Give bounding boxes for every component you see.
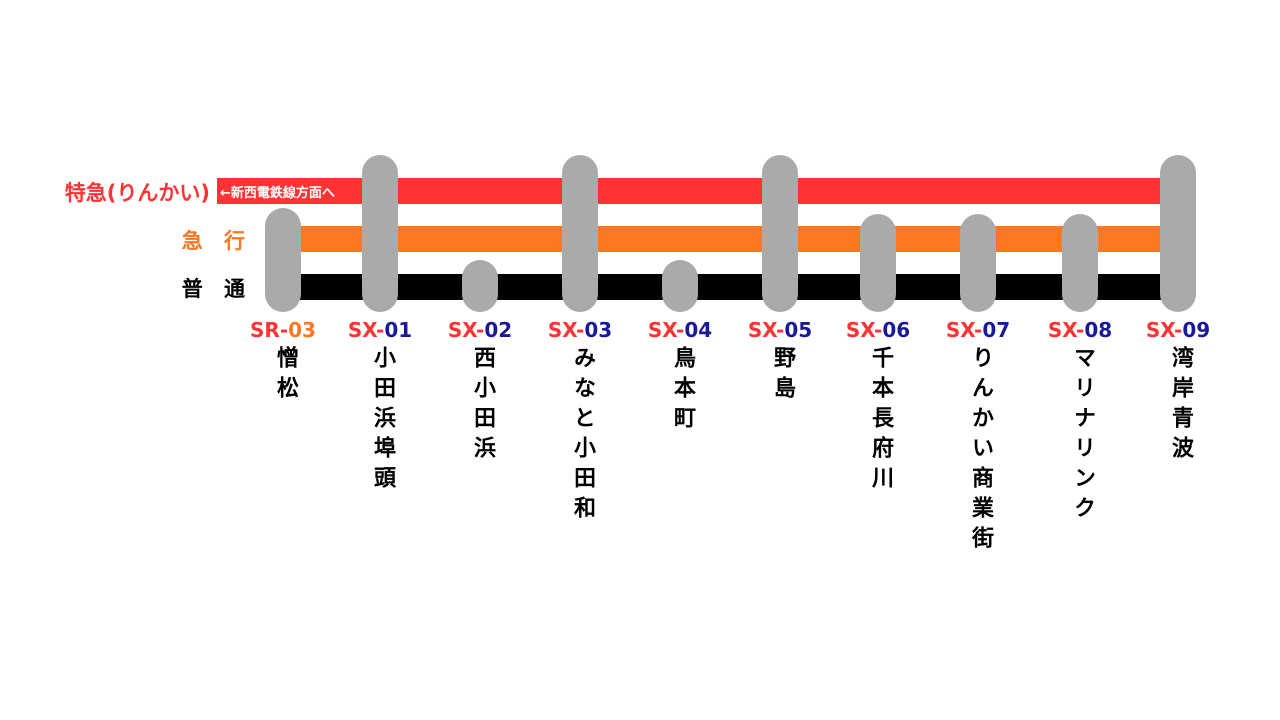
service-line	[300, 226, 1180, 252]
station-code: SX-03	[530, 318, 630, 342]
code-prefix: SX-	[647, 318, 685, 342]
station-name: みなと小田和	[570, 346, 595, 526]
station-name: 西小田浜	[470, 346, 495, 466]
station-pill	[1062, 214, 1098, 312]
station-name: 湾岸青波	[1168, 346, 1193, 466]
station-pill	[1160, 155, 1196, 312]
station-pill	[265, 208, 301, 312]
code-prefix: SX-	[1047, 318, 1085, 342]
station-name: 小田浜埠頭	[370, 346, 395, 496]
station-code: SX-02	[430, 318, 530, 342]
station-code: SX-06	[828, 318, 928, 342]
station-pill	[960, 214, 996, 312]
code-prefix: SX-	[845, 318, 883, 342]
code-number: 05	[784, 318, 813, 342]
station-code: SX-07	[928, 318, 1028, 342]
service-line	[300, 274, 1180, 300]
station-code: SX-09	[1128, 318, 1228, 342]
station-pill	[762, 155, 798, 312]
service-label: 急 行	[181, 229, 245, 253]
station-code: SX-04	[630, 318, 730, 342]
station-code: SX-01	[330, 318, 430, 342]
code-prefix: SX-	[447, 318, 485, 342]
station-code: SR-03	[233, 318, 333, 342]
code-prefix: SX-	[945, 318, 983, 342]
station-name: 鳥本町	[670, 346, 695, 436]
station-name: 野島	[770, 346, 795, 406]
station-pill	[362, 155, 398, 312]
service-label: 普 通	[181, 277, 245, 301]
code-number: 09	[1182, 318, 1211, 342]
code-prefix: SX-	[547, 318, 585, 342]
station-name: 憎松	[273, 346, 298, 406]
station-name: 千本長府川	[868, 346, 893, 496]
code-number: 07	[982, 318, 1011, 342]
station-pill	[662, 260, 698, 312]
code-number: 06	[882, 318, 911, 342]
station-name: マリナリンク	[1070, 346, 1095, 526]
code-number: 02	[484, 318, 513, 342]
station-pill	[860, 214, 896, 312]
code-number: 03	[584, 318, 613, 342]
code-number: 08	[1084, 318, 1113, 342]
code-number: 04	[684, 318, 713, 342]
station-code: SX-08	[1030, 318, 1130, 342]
station-code: SX-05	[730, 318, 830, 342]
code-number: 03	[288, 318, 316, 342]
code-prefix: SX-	[747, 318, 785, 342]
service-label: 特急(りんかい)	[64, 181, 210, 205]
station-pill	[562, 155, 598, 312]
station-name: りんかい商業街	[968, 346, 993, 556]
code-prefix: SX-	[1145, 318, 1183, 342]
direction-note: ←新西電鉄線方面へ	[220, 186, 335, 201]
station-pill	[462, 260, 498, 312]
code-prefix: SR-	[250, 318, 289, 342]
code-number: 01	[384, 318, 413, 342]
code-prefix: SX-	[347, 318, 385, 342]
